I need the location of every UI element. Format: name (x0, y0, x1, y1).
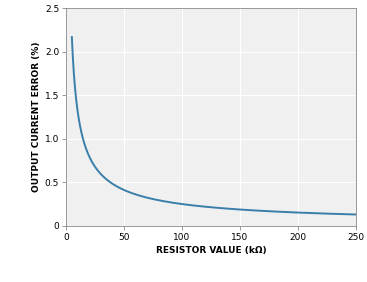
X-axis label: RESISTOR VALUE (kΩ): RESISTOR VALUE (kΩ) (156, 246, 266, 255)
Y-axis label: OUTPUT CURRENT ERROR (%): OUTPUT CURRENT ERROR (%) (32, 42, 41, 192)
